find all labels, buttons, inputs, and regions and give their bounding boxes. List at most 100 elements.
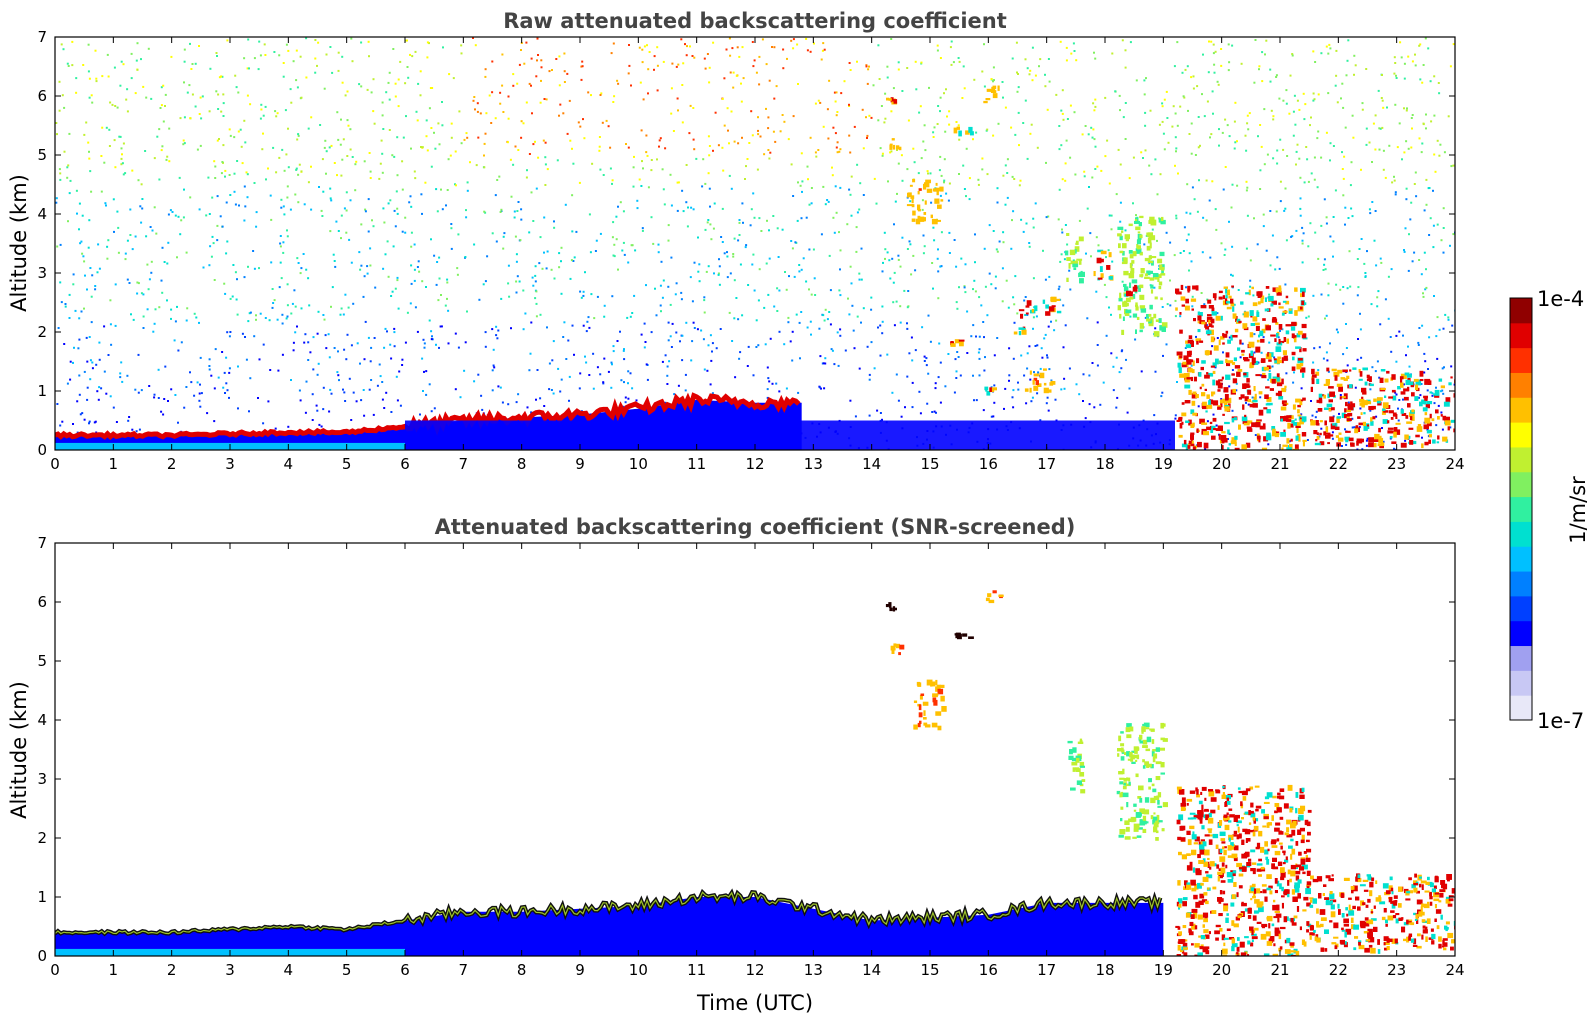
cloud-pixel: [1408, 412, 1415, 417]
noise-point: [813, 42, 815, 45]
noise-point: [738, 357, 741, 360]
noise-point: [430, 410, 433, 413]
noise-point: [1335, 328, 1338, 331]
noise-point: [707, 265, 710, 268]
noise-point: [654, 287, 656, 290]
noise-point: [1128, 177, 1131, 180]
noise-point: [848, 134, 851, 137]
noise-point: [507, 95, 510, 98]
noise-point: [1359, 407, 1362, 410]
noise-point: [167, 213, 170, 216]
noise-point: [447, 309, 450, 312]
noise-point: [933, 410, 936, 413]
noise-point: [464, 256, 467, 258]
cloud-pixel: [1177, 362, 1181, 368]
noise-point: [1050, 379, 1053, 382]
noise-point: [208, 213, 211, 215]
cloud-pixel: [1208, 400, 1211, 406]
noise-point: [1144, 149, 1147, 152]
noise-point: [661, 360, 664, 363]
noise-point: [226, 39, 229, 42]
noise-point: [1442, 207, 1445, 210]
noise-point: [502, 235, 505, 238]
noise-point: [1241, 342, 1244, 345]
noise-point: [958, 60, 961, 63]
cloud-pixel: [1326, 432, 1331, 435]
noise-point: [978, 374, 981, 377]
noise-point: [634, 249, 637, 252]
noise-point: [627, 146, 630, 149]
cloud-pixel: [1341, 412, 1346, 418]
noise-point: [1032, 327, 1034, 330]
cloud-pixel: [1161, 723, 1166, 727]
noise-point: [98, 267, 101, 270]
noise-point: [896, 192, 898, 195]
y-tick-label: 3: [37, 264, 47, 282]
noise-point: [507, 117, 510, 120]
noise-point: [966, 352, 969, 354]
noise-point: [940, 231, 943, 234]
cloud-pixel: [1423, 424, 1429, 430]
cloud-pixel: [1266, 409, 1271, 414]
cloud-pixel: [1139, 808, 1145, 814]
noise-point: [439, 325, 442, 328]
cloud-pixel: [1236, 371, 1241, 377]
noise-point: [290, 379, 292, 381]
cloud-pixel: [1160, 762, 1165, 768]
noise-point: [840, 92, 843, 95]
noise-point: [431, 87, 434, 89]
noise-point: [91, 361, 94, 364]
noise-point: [1443, 151, 1446, 154]
noise-point: [352, 391, 355, 394]
noise-point: [882, 261, 884, 264]
cloud-pixel: [1340, 396, 1346, 399]
noise-point: [1335, 283, 1338, 286]
noise-point: [78, 228, 80, 231]
noise-point: [59, 281, 62, 284]
cloud-pixel: [1178, 416, 1183, 419]
cloud-pixel: [1363, 423, 1370, 429]
noise-point: [890, 150, 893, 153]
cloud-pixel: [1295, 425, 1301, 428]
cloud-pixel: [1213, 428, 1217, 431]
cloud-pixel: [1268, 295, 1274, 302]
noise-point: [396, 136, 399, 139]
noise-point: [79, 413, 82, 416]
noise-point: [746, 158, 749, 160]
cloud-pixel: [1419, 401, 1423, 407]
noise-point: [731, 340, 734, 342]
cloud-pixel: [1193, 376, 1197, 382]
noise-point: [320, 425, 323, 428]
noise-point: [1418, 137, 1421, 140]
noise-point: [1195, 335, 1197, 338]
noise-point: [598, 149, 601, 152]
noise-point: [1033, 371, 1035, 374]
noise-point: [107, 239, 110, 242]
cloud-pixel: [1299, 401, 1303, 406]
noise-point: [643, 346, 646, 349]
noise-point: [936, 123, 939, 125]
cloud-pixel: [888, 98, 892, 101]
noise-point: [1173, 254, 1176, 257]
cloud-pixel: [1218, 434, 1221, 440]
noise-point: [280, 206, 283, 209]
cloud-pixel: [1231, 894, 1236, 900]
noise-point: [534, 140, 536, 143]
cloud-pixel: [1117, 305, 1121, 311]
noise-point: [345, 209, 348, 212]
noise-point: [1205, 179, 1208, 182]
noise-point: [1266, 153, 1269, 156]
noise-point: [129, 234, 132, 236]
cloud-pixel: [1211, 425, 1216, 431]
noise-point: [1335, 49, 1338, 52]
noise-point: [1298, 157, 1301, 160]
noise-point: [1014, 275, 1017, 278]
noise-point: [157, 368, 160, 371]
cloud-pixel: [1233, 357, 1237, 362]
cloud-pixel: [1226, 361, 1231, 367]
cloud-pixel: [1142, 745, 1148, 748]
noise-point: [1114, 90, 1117, 93]
noise-point: [328, 146, 331, 149]
noise-point: [703, 57, 706, 60]
noise-point: [134, 235, 137, 238]
